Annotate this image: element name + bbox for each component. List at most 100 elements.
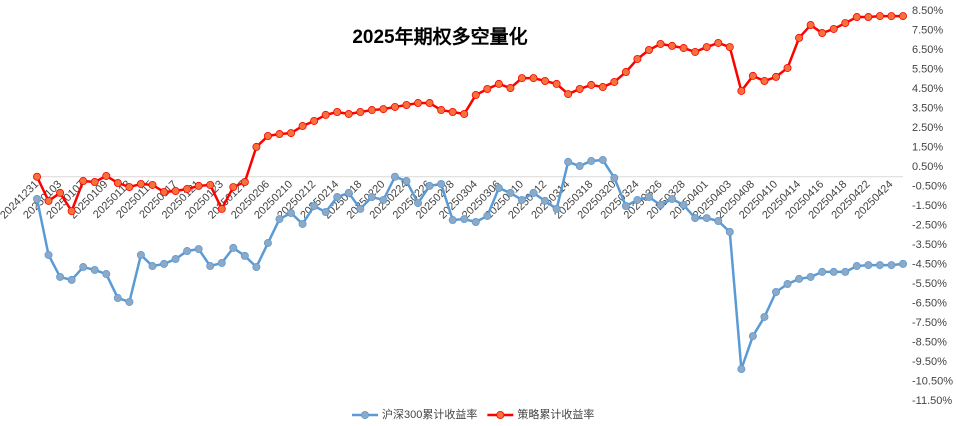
data-point <box>483 211 492 220</box>
data-point <box>298 219 307 228</box>
data-point <box>171 255 180 264</box>
y-tick-label: 3.50% <box>912 102 943 114</box>
data-point <box>633 54 642 63</box>
data-point <box>275 215 284 224</box>
data-point <box>644 193 653 202</box>
data-point <box>517 74 526 83</box>
data-point <box>437 106 446 115</box>
data-point <box>229 183 238 192</box>
data-point <box>483 85 492 94</box>
data-point <box>67 275 76 284</box>
data-point <box>425 99 434 108</box>
data-point <box>552 204 561 213</box>
data-point <box>217 258 226 267</box>
data-point <box>56 188 65 197</box>
data-point <box>656 39 665 48</box>
data-point <box>760 312 769 321</box>
data-point <box>748 71 757 80</box>
data-point <box>437 179 446 188</box>
data-point <box>287 129 296 138</box>
data-point <box>829 267 838 276</box>
data-point <box>771 287 780 296</box>
data-point <box>425 181 434 190</box>
y-tick-label: -11.50% <box>912 395 952 407</box>
data-point <box>668 41 677 50</box>
data-point <box>321 110 330 119</box>
data-point <box>102 270 111 279</box>
data-point <box>194 181 203 190</box>
data-point <box>414 99 423 108</box>
data-point <box>771 72 780 81</box>
data-point <box>633 195 642 204</box>
data-point <box>460 109 469 118</box>
data-point <box>783 279 792 288</box>
data-point <box>33 172 42 181</box>
data-point <box>263 239 272 248</box>
data-point <box>356 204 365 213</box>
data-point <box>725 227 734 236</box>
data-point <box>414 199 423 208</box>
data-point <box>864 261 873 270</box>
y-tick-label: -9.50% <box>912 356 947 368</box>
y-tick-label: -10.50% <box>912 375 953 387</box>
y-tick-label: 1.50% <box>912 141 943 153</box>
data-point <box>379 195 388 204</box>
data-point <box>506 188 515 197</box>
y-tick-label: -8.50% <box>912 336 947 348</box>
data-point <box>136 250 145 259</box>
data-point <box>887 261 896 270</box>
data-point <box>899 259 908 268</box>
data-point <box>460 215 469 224</box>
data-point <box>587 156 596 165</box>
legend-marker <box>496 410 505 419</box>
data-point <box>552 79 561 88</box>
data-point <box>806 272 815 281</box>
data-point <box>598 83 607 92</box>
data-point <box>841 267 850 276</box>
data-point <box>575 162 584 171</box>
data-point <box>402 177 411 186</box>
legend-marker <box>360 410 369 419</box>
y-tick-label: 8.50% <box>912 5 943 17</box>
y-tick-label: -5.50% <box>912 278 947 290</box>
data-point <box>494 79 503 88</box>
data-point <box>875 261 884 270</box>
data-point <box>564 157 573 166</box>
data-point <box>148 262 157 271</box>
data-point <box>541 196 550 205</box>
data-point <box>841 19 850 28</box>
data-point <box>644 46 653 55</box>
data-point <box>194 245 203 254</box>
data-point <box>887 12 896 21</box>
data-point <box>379 105 388 114</box>
data-point <box>656 201 665 210</box>
data-point <box>44 250 53 259</box>
y-tick-label: -0.50% <box>912 180 947 192</box>
data-point <box>344 109 353 118</box>
data-point <box>148 180 157 189</box>
data-point <box>33 194 42 203</box>
chart-title: 2025年期权多空量化 <box>352 25 527 48</box>
data-point <box>67 207 76 216</box>
data-point <box>113 294 122 303</box>
data-point <box>564 90 573 99</box>
data-point <box>598 155 607 164</box>
data-point <box>852 262 861 271</box>
data-point <box>529 188 538 197</box>
y-tick-label: 0.50% <box>912 161 943 173</box>
data-point <box>263 131 272 140</box>
data-point <box>702 214 711 223</box>
data-point <box>160 259 169 268</box>
data-point <box>217 204 226 213</box>
data-point <box>333 193 342 202</box>
data-point <box>183 185 192 194</box>
data-point <box>471 217 480 226</box>
data-point <box>448 108 457 117</box>
data-point <box>702 43 711 52</box>
data-point <box>795 33 804 42</box>
data-point <box>44 196 53 205</box>
data-point <box>725 43 734 52</box>
data-point <box>621 68 630 77</box>
data-point <box>183 247 192 256</box>
data-point <box>448 216 457 225</box>
